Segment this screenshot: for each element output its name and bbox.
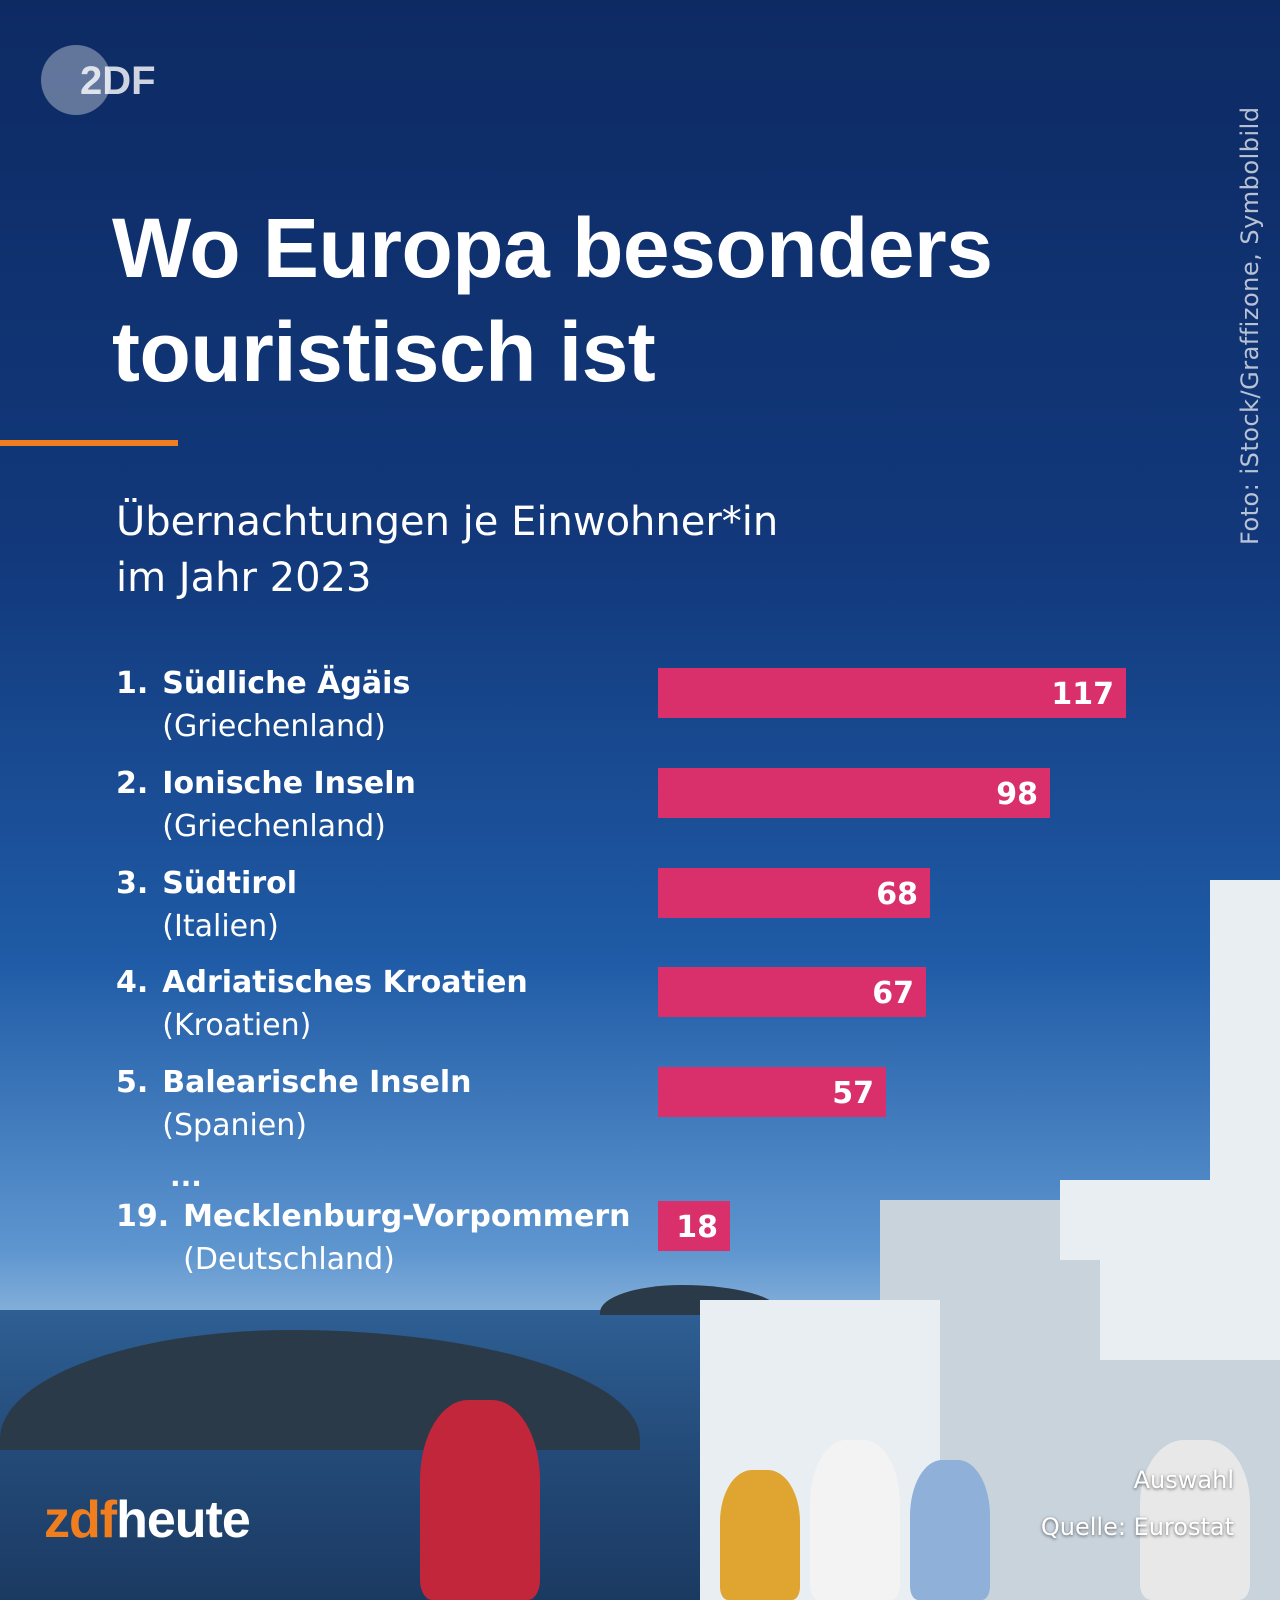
zdfheute-logo: zdfheute <box>44 1490 251 1550</box>
source-note: Quelle: Eurostat <box>1040 1513 1234 1541</box>
title-line-1: Wo Europa besonders <box>112 201 993 295</box>
title-line-2: touristisch ist <box>112 305 656 399</box>
svg-text:2DF: 2DF <box>80 59 156 103</box>
chart-subtitle: Übernachtungen je Einwohner*in im Jahr 2… <box>116 494 1016 606</box>
region-country: (Kroatien) <box>162 1008 311 1043</box>
region-name: Adriatisches Kroatien <box>162 965 528 1000</box>
bar-2 <box>658 768 1050 818</box>
rank-number: 19. <box>116 1199 169 1234</box>
rank-number: 3. <box>116 866 148 901</box>
subtitle-line-1: Übernachtungen je Einwohner*in <box>116 499 779 545</box>
bar-3 <box>658 868 930 918</box>
brand-heute: heute <box>116 1491 251 1549</box>
bar-6 <box>658 1201 730 1251</box>
rank-number: 4. <box>116 965 148 1000</box>
bar-value-label: 67 <box>872 976 914 1011</box>
brand-zdf: zdf <box>44 1491 117 1549</box>
region-country: (Spanien) <box>162 1108 307 1143</box>
bar-value-label: 117 <box>1051 677 1114 712</box>
region-country: (Deutschland) <box>183 1242 395 1277</box>
bar-1 <box>658 668 1126 718</box>
subtitle-line-2: im Jahr 2023 <box>116 555 372 601</box>
region-name: Mecklenburg-Vorpommern <box>183 1199 630 1234</box>
zdf-logo: 2DF <box>41 45 156 115</box>
selection-note: Auswahl <box>1133 1466 1234 1494</box>
rank-number: 1. <box>116 666 148 701</box>
bar-value-label: 18 <box>676 1210 718 1245</box>
region-country: (Italien) <box>162 909 279 944</box>
region-country: (Griechenland) <box>162 809 386 844</box>
accent-divider <box>0 440 178 446</box>
rank-number: 5. <box>116 1065 148 1100</box>
bar-4 <box>658 967 926 1017</box>
region-country: (Griechenland) <box>162 709 386 744</box>
bar-value-label: 98 <box>996 777 1038 812</box>
region-name: Balearische Inseln <box>162 1065 471 1100</box>
page-title: Wo Europa besonders touristisch ist <box>112 196 1152 404</box>
region-name: Südtirol <box>162 866 297 901</box>
bar-value-label: 68 <box>876 877 918 912</box>
bar-5 <box>658 1067 886 1117</box>
bar-value-label: 57 <box>832 1076 874 1111</box>
gap-marker: ... <box>170 1160 202 1193</box>
rank-number: 2. <box>116 766 148 801</box>
region-name: Südliche Ägäis <box>162 665 410 701</box>
region-name: Ionische Inseln <box>162 766 416 801</box>
